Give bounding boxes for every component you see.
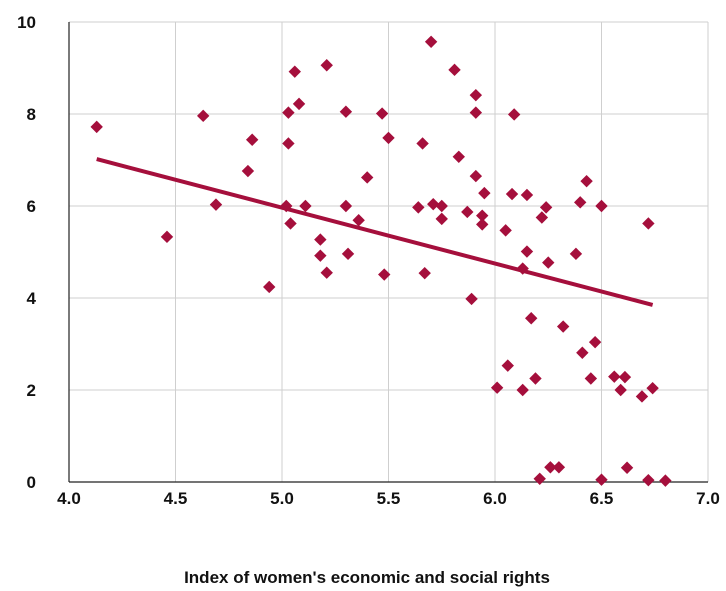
data-point xyxy=(552,461,566,474)
x-tick-label: 4.0 xyxy=(57,489,81,508)
data-point xyxy=(525,312,538,325)
data-point xyxy=(320,266,333,279)
data-point xyxy=(314,233,327,246)
data-point xyxy=(263,280,276,294)
data-point xyxy=(529,372,542,385)
tick-labels: 4.0 4.5 5.0 5.5 6.0 6.5 7.0 0 2 4 6 8 10 xyxy=(17,13,720,508)
data-point xyxy=(465,292,478,306)
data-point xyxy=(608,370,621,383)
data-point xyxy=(90,120,103,134)
data-point xyxy=(539,201,553,214)
x-tick-label: 5.0 xyxy=(270,489,294,508)
data-point xyxy=(282,137,295,150)
data-point xyxy=(352,214,365,227)
data-point xyxy=(642,217,655,230)
data-point xyxy=(375,107,389,120)
data-point xyxy=(595,473,608,486)
y-tick-label: 10 xyxy=(17,13,36,32)
data-point xyxy=(642,473,655,487)
data-point xyxy=(452,150,465,163)
data-point xyxy=(424,35,438,48)
x-tick-label: 5.5 xyxy=(377,489,401,508)
data-point xyxy=(416,137,429,150)
data-point xyxy=(620,461,634,474)
data-point xyxy=(418,266,431,280)
data-point xyxy=(584,372,598,385)
data-point xyxy=(556,320,570,333)
data-point xyxy=(448,63,461,77)
data-point xyxy=(196,109,210,123)
data-point xyxy=(469,106,483,119)
data-point xyxy=(569,247,583,261)
data-point xyxy=(476,209,489,222)
data-point xyxy=(505,187,519,201)
data-point xyxy=(580,174,593,188)
data-point xyxy=(507,108,521,121)
data-point xyxy=(533,472,546,485)
data-point xyxy=(469,169,483,183)
data-point xyxy=(659,474,672,487)
data-points xyxy=(90,35,672,487)
trendline-group xyxy=(96,157,654,307)
data-point xyxy=(341,247,355,261)
y-tick-label: 2 xyxy=(27,381,36,400)
data-point xyxy=(542,256,555,269)
data-point xyxy=(574,196,587,209)
data-point xyxy=(209,198,223,211)
data-point xyxy=(320,59,333,72)
data-point xyxy=(516,383,529,397)
data-point xyxy=(245,133,259,146)
data-point xyxy=(427,197,440,211)
y-tick-label: 8 xyxy=(27,105,36,124)
data-point xyxy=(635,390,649,403)
data-point xyxy=(361,171,374,184)
data-point xyxy=(284,217,297,230)
data-point xyxy=(535,211,549,224)
x-tick-label: 4.5 xyxy=(164,489,188,508)
gridlines xyxy=(69,21,709,482)
x-tick-label: 6.0 xyxy=(483,489,507,508)
data-point xyxy=(339,199,353,213)
data-point xyxy=(461,205,474,219)
x-axis-title: Index of women's economic and social rig… xyxy=(184,568,550,587)
data-point xyxy=(499,224,512,237)
data-point xyxy=(435,212,448,226)
data-point xyxy=(595,199,608,213)
data-point xyxy=(576,346,589,359)
data-point xyxy=(314,249,327,262)
data-point xyxy=(618,370,632,384)
data-point xyxy=(469,88,483,102)
data-point xyxy=(339,105,353,118)
data-point xyxy=(412,201,425,214)
data-point xyxy=(544,461,557,474)
data-point xyxy=(588,335,602,349)
data-point xyxy=(516,262,529,275)
data-point xyxy=(378,268,391,281)
data-point xyxy=(490,381,504,394)
data-point xyxy=(646,381,659,395)
data-point xyxy=(288,65,301,78)
y-tick-label: 6 xyxy=(27,197,36,216)
data-point xyxy=(292,97,306,111)
data-point xyxy=(520,188,534,202)
data-point xyxy=(282,106,295,119)
data-point xyxy=(501,359,514,372)
data-point xyxy=(476,218,489,231)
y-tick-label: 4 xyxy=(27,289,37,308)
x-tick-label: 6.5 xyxy=(590,489,614,508)
y-tick-label: 0 xyxy=(27,473,36,492)
data-point xyxy=(478,186,491,200)
x-tick-label: 7.0 xyxy=(696,489,720,508)
data-point xyxy=(241,164,255,178)
trendline xyxy=(96,157,654,307)
data-point xyxy=(520,245,534,258)
data-point xyxy=(614,383,627,397)
data-point xyxy=(160,230,174,244)
data-point xyxy=(299,199,312,213)
data-point xyxy=(382,131,395,145)
data-point xyxy=(435,199,448,213)
